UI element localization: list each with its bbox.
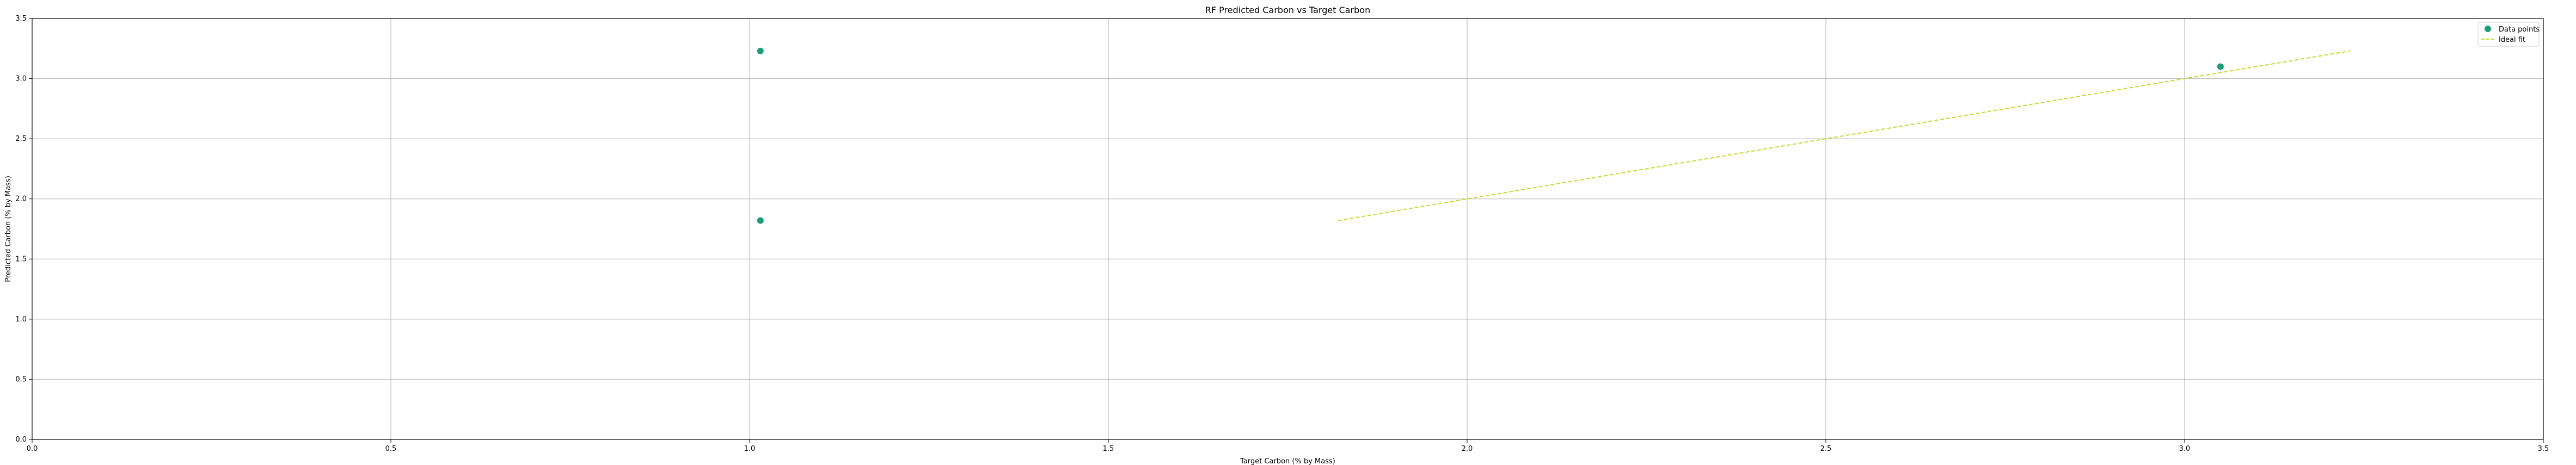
x-tick-label: 1.0 — [744, 445, 756, 453]
data-point — [2217, 63, 2224, 70]
legend-label-ideal-fit: Ideal fit — [2499, 36, 2525, 44]
y-tick-label: 3.5 — [15, 15, 27, 23]
y-axis-ticks: 0.0 0.5 1.0 1.5 2.0 2.5 3.0 3.5 — [15, 15, 32, 444]
ideal-fit-line — [1338, 50, 2350, 221]
data-point — [757, 47, 764, 54]
plot-frame — [32, 18, 2544, 440]
legend: Data points Ideal fit — [2477, 22, 2540, 47]
y-tick-label: 1.0 — [15, 315, 27, 324]
x-tick-label: 2.5 — [1820, 445, 1832, 453]
ideal-fit-line-layer — [1338, 50, 2350, 221]
x-tick-label: 3.5 — [2538, 445, 2549, 453]
x-tick-label: 1.5 — [1103, 445, 1114, 453]
data-point — [757, 217, 764, 224]
legend-box — [2477, 22, 2540, 47]
chart-title: RF Predicted Carbon vs Target Carbon — [1205, 5, 1370, 15]
y-tick-label: 2.0 — [15, 195, 27, 203]
y-tick-label: 3.0 — [15, 75, 27, 83]
legend-marker-data-points — [2485, 26, 2491, 32]
x-tick-label: 3.0 — [2179, 445, 2191, 453]
grid-lines — [32, 18, 2544, 440]
x-tick-label: 2.0 — [1462, 445, 1473, 453]
y-tick-label: 0.0 — [15, 436, 27, 444]
x-axis-label: Target Carbon (% by Mass) — [1240, 457, 1335, 465]
y-axis-label: Predicted Carbon (% by Mass) — [4, 176, 13, 282]
y-tick-label: 0.5 — [15, 375, 27, 383]
x-tick-label: 0.0 — [27, 445, 38, 453]
x-tick-label: 0.5 — [385, 445, 397, 453]
legend-label-data-points: Data points — [2499, 26, 2540, 34]
y-tick-label: 1.5 — [15, 255, 27, 263]
x-axis-ticks: 0.0 0.5 1.0 1.5 2.0 2.5 3.0 3.5 — [27, 439, 2549, 453]
data-points-layer — [757, 47, 2224, 224]
y-tick-label: 2.5 — [15, 135, 27, 143]
